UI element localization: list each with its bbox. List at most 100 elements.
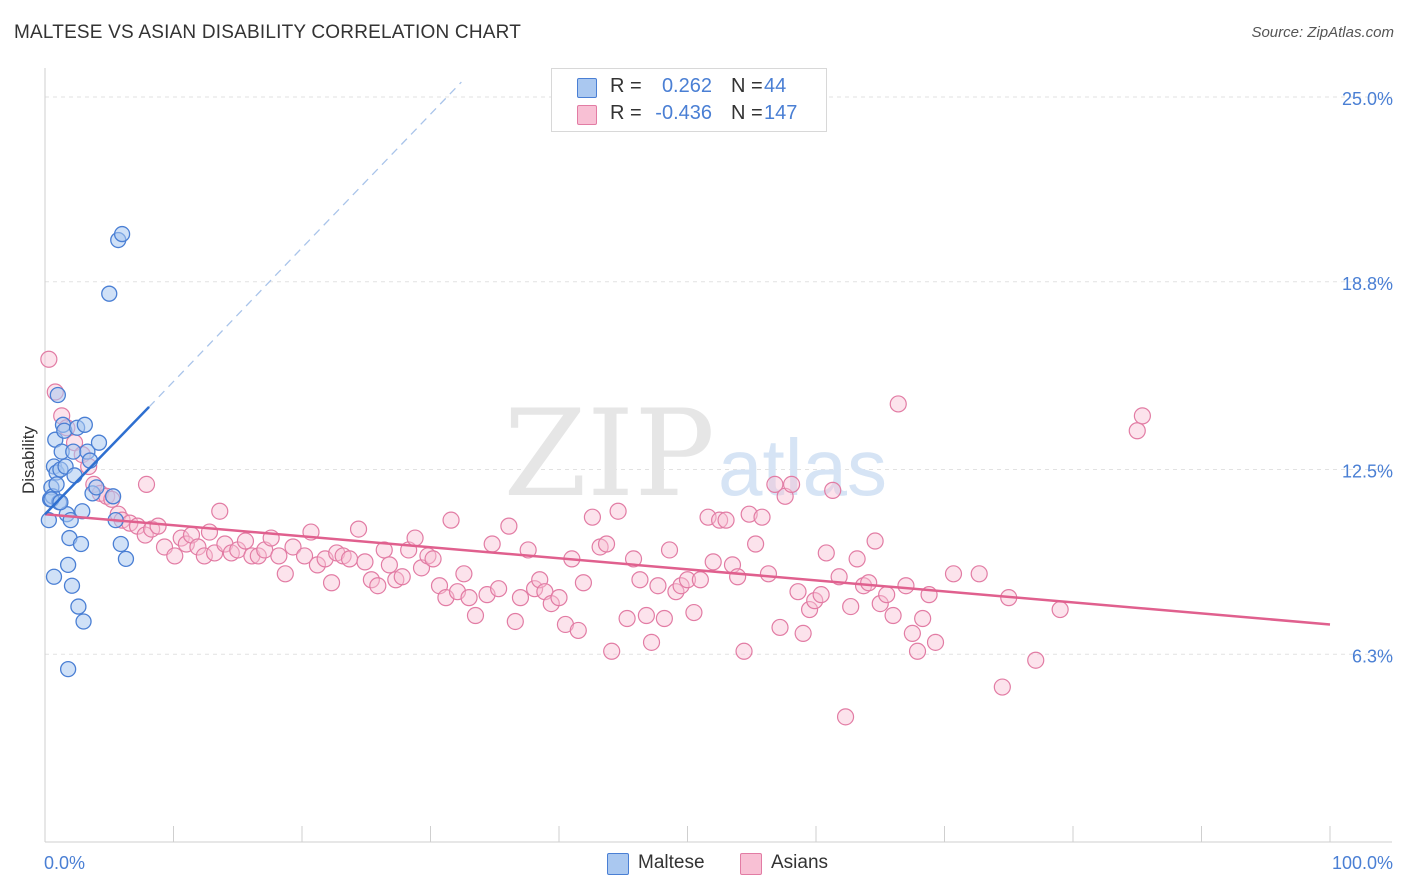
asians-point [685,603,703,622]
maltese-point [40,512,58,529]
tick-labels: 6.3% 12.5% 18.8% 25.0% 0.0% 100.0% [44,89,1393,873]
asians-point [276,565,294,583]
asians-point [897,577,915,595]
asians-point [569,621,587,640]
asians-point [672,577,690,595]
watermark-zip: ZIP [503,385,715,524]
asians-point [711,511,729,529]
y-tick-label: 25.0% [1342,89,1393,109]
asians-point [926,633,945,651]
asians-point [166,547,184,565]
y-tick-label: 18.8% [1342,274,1393,294]
asians-point [597,535,616,553]
maltese-legend-label: Maltese [638,852,705,873]
x-tick-label: 100.0% [1332,853,1393,873]
asians-point [406,529,424,547]
asians-point [618,609,636,628]
maltese-point [59,661,77,678]
legend-row-maltese: R = 0.262 N = 44 [552,74,826,100]
asians-point [295,547,314,565]
asians-point [455,565,473,583]
asians-point [424,550,442,568]
asians-point [1128,422,1146,440]
asians-point [511,589,530,607]
maltese-point [72,535,90,553]
maltese-point [88,479,105,496]
asians-point [466,606,485,625]
asians-point [717,511,735,529]
asians-point [490,580,508,598]
asians-point [624,550,643,568]
maltese-swatch [577,78,597,98]
asians-point [500,517,518,535]
stats-legend: R = 0.262 N = 44 R = -0.436 N = 147 [551,68,827,132]
legend-n-label: N = [731,102,763,124]
legend-r-label: R = [610,75,642,97]
asians-point [800,600,819,619]
asians-point [211,502,229,520]
asians-point [740,505,758,523]
asians-legend-label: Asians [771,852,829,873]
asians-points [40,350,1151,726]
asians-point [842,597,860,616]
asians-point [970,565,988,583]
maltese-point [117,550,135,568]
legend-r-value: 0.262 [661,75,712,97]
asians-point [460,589,478,607]
maltese-point [104,488,122,505]
maltese-point [63,577,81,594]
asians-point [380,556,398,574]
maltese-point [113,225,131,243]
asians-point [574,574,593,592]
asians-point [40,350,58,368]
maltese-point [66,467,83,484]
legend-n-label: N = [731,75,763,97]
asians-point [189,538,207,556]
asians-point [806,592,824,610]
asians-point [1133,407,1151,425]
legend-n-value: 147 [764,102,798,124]
chart-title: MALTESE VS ASIAN DISABILITY CORRELATION … [14,22,521,43]
asians-point [340,550,359,568]
asians-point [649,577,667,595]
asians-point [637,606,655,625]
maltese-point [112,535,129,553]
axes [44,68,1392,843]
legend-row-asians: R = -0.436 N = 147 [552,101,826,127]
asians-point [369,577,387,595]
maltese-point [90,434,108,451]
y-tick-label: 12.5% [1342,462,1393,482]
asians-point [860,574,878,592]
asians-point [771,618,789,637]
asians-point [871,594,889,613]
asians-point [195,547,213,565]
watermark-atlas: atlas [718,423,887,512]
asians-point [603,642,621,660]
asians-point [270,547,288,565]
asians-point [525,580,544,598]
asians-point [824,481,842,499]
asians-point [349,520,368,538]
asians-point [944,565,963,583]
asians-point [200,523,219,541]
asians-point [747,535,765,553]
asians-point [766,475,784,493]
asians-point [908,642,927,660]
asians-point [356,553,374,571]
asians-point [729,568,747,586]
asians-point [442,511,460,529]
asians-point [519,541,537,559]
asians-point [914,609,932,628]
asians-point [1027,651,1045,669]
asians-point [322,574,341,592]
asians-point [149,517,167,535]
asians-point [704,553,722,571]
asians-point [609,502,627,520]
maltese-point [52,494,69,511]
asians-swatch [577,105,597,125]
asians-point [817,544,835,562]
asians-point [691,571,709,589]
legend-r-label: R = [610,102,642,124]
asians-point [236,532,255,550]
